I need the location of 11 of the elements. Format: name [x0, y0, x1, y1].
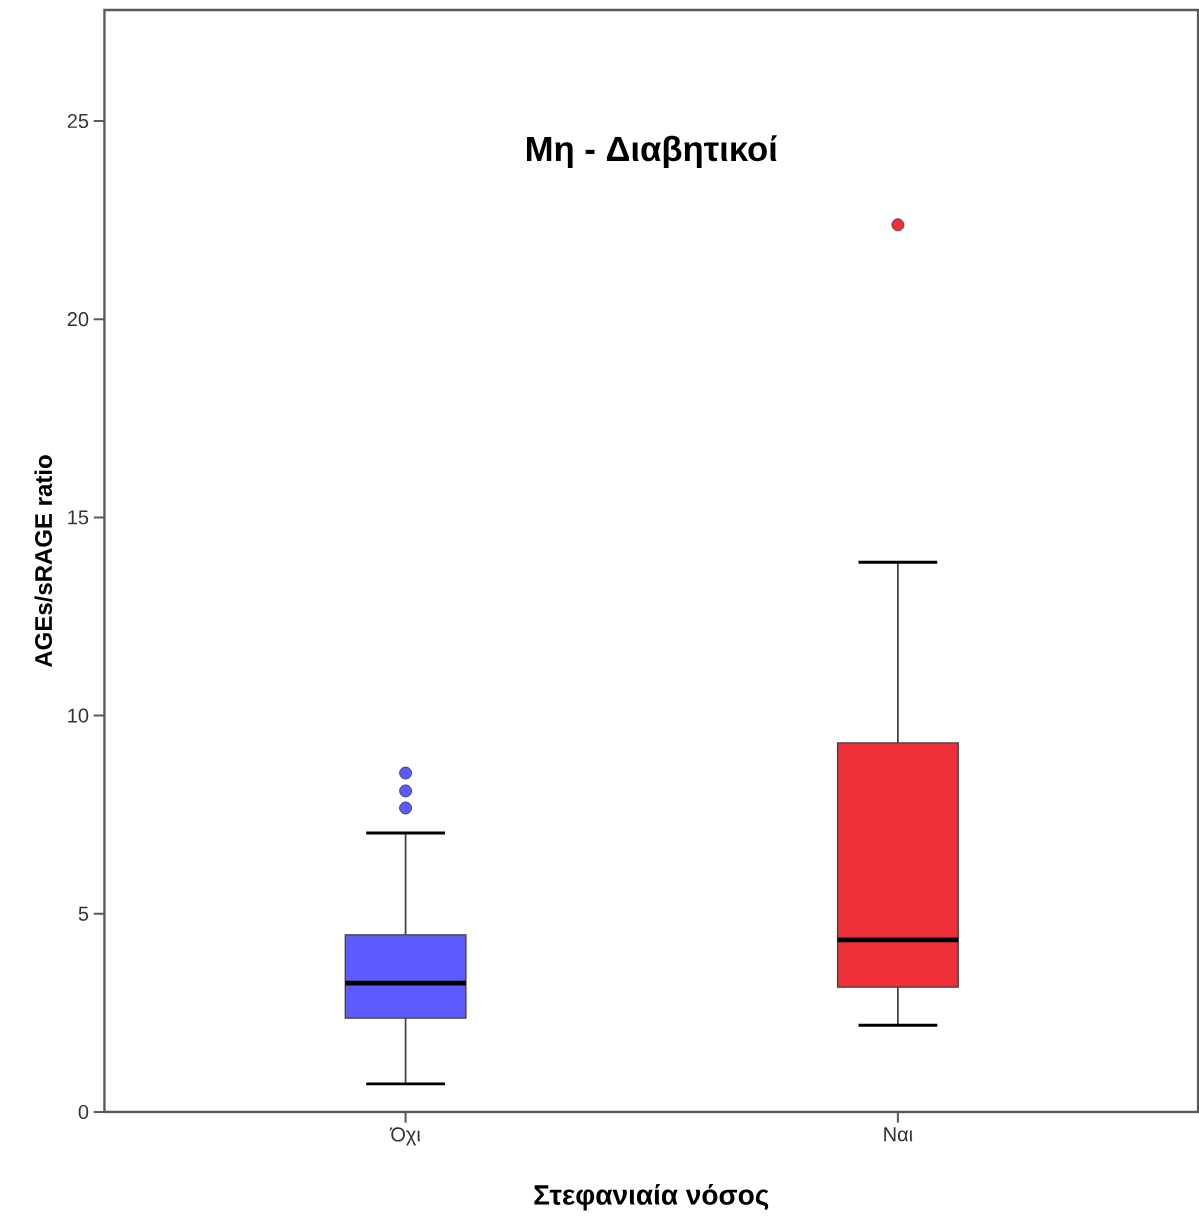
y-tick-label: 15 [68, 510, 88, 525]
x-axis-title: Στεφανιαία νόσος [534, 1183, 769, 1211]
x-tick-label: Όχι [389, 1127, 421, 1146]
y-tick-label: 25 [67, 113, 88, 129]
y-tick-label: 10 [68, 708, 89, 723]
y-tick-label: 5 [78, 906, 88, 921]
y-axis-title: AGEs/sRAGE ratio [34, 455, 53, 668]
x-tick-label: Ναι [884, 1127, 913, 1142]
y-tick-label: 20 [67, 312, 89, 327]
y-tick-label: 0 [78, 1104, 89, 1120]
text: Μη - Διαβητικοί [526, 135, 777, 169]
